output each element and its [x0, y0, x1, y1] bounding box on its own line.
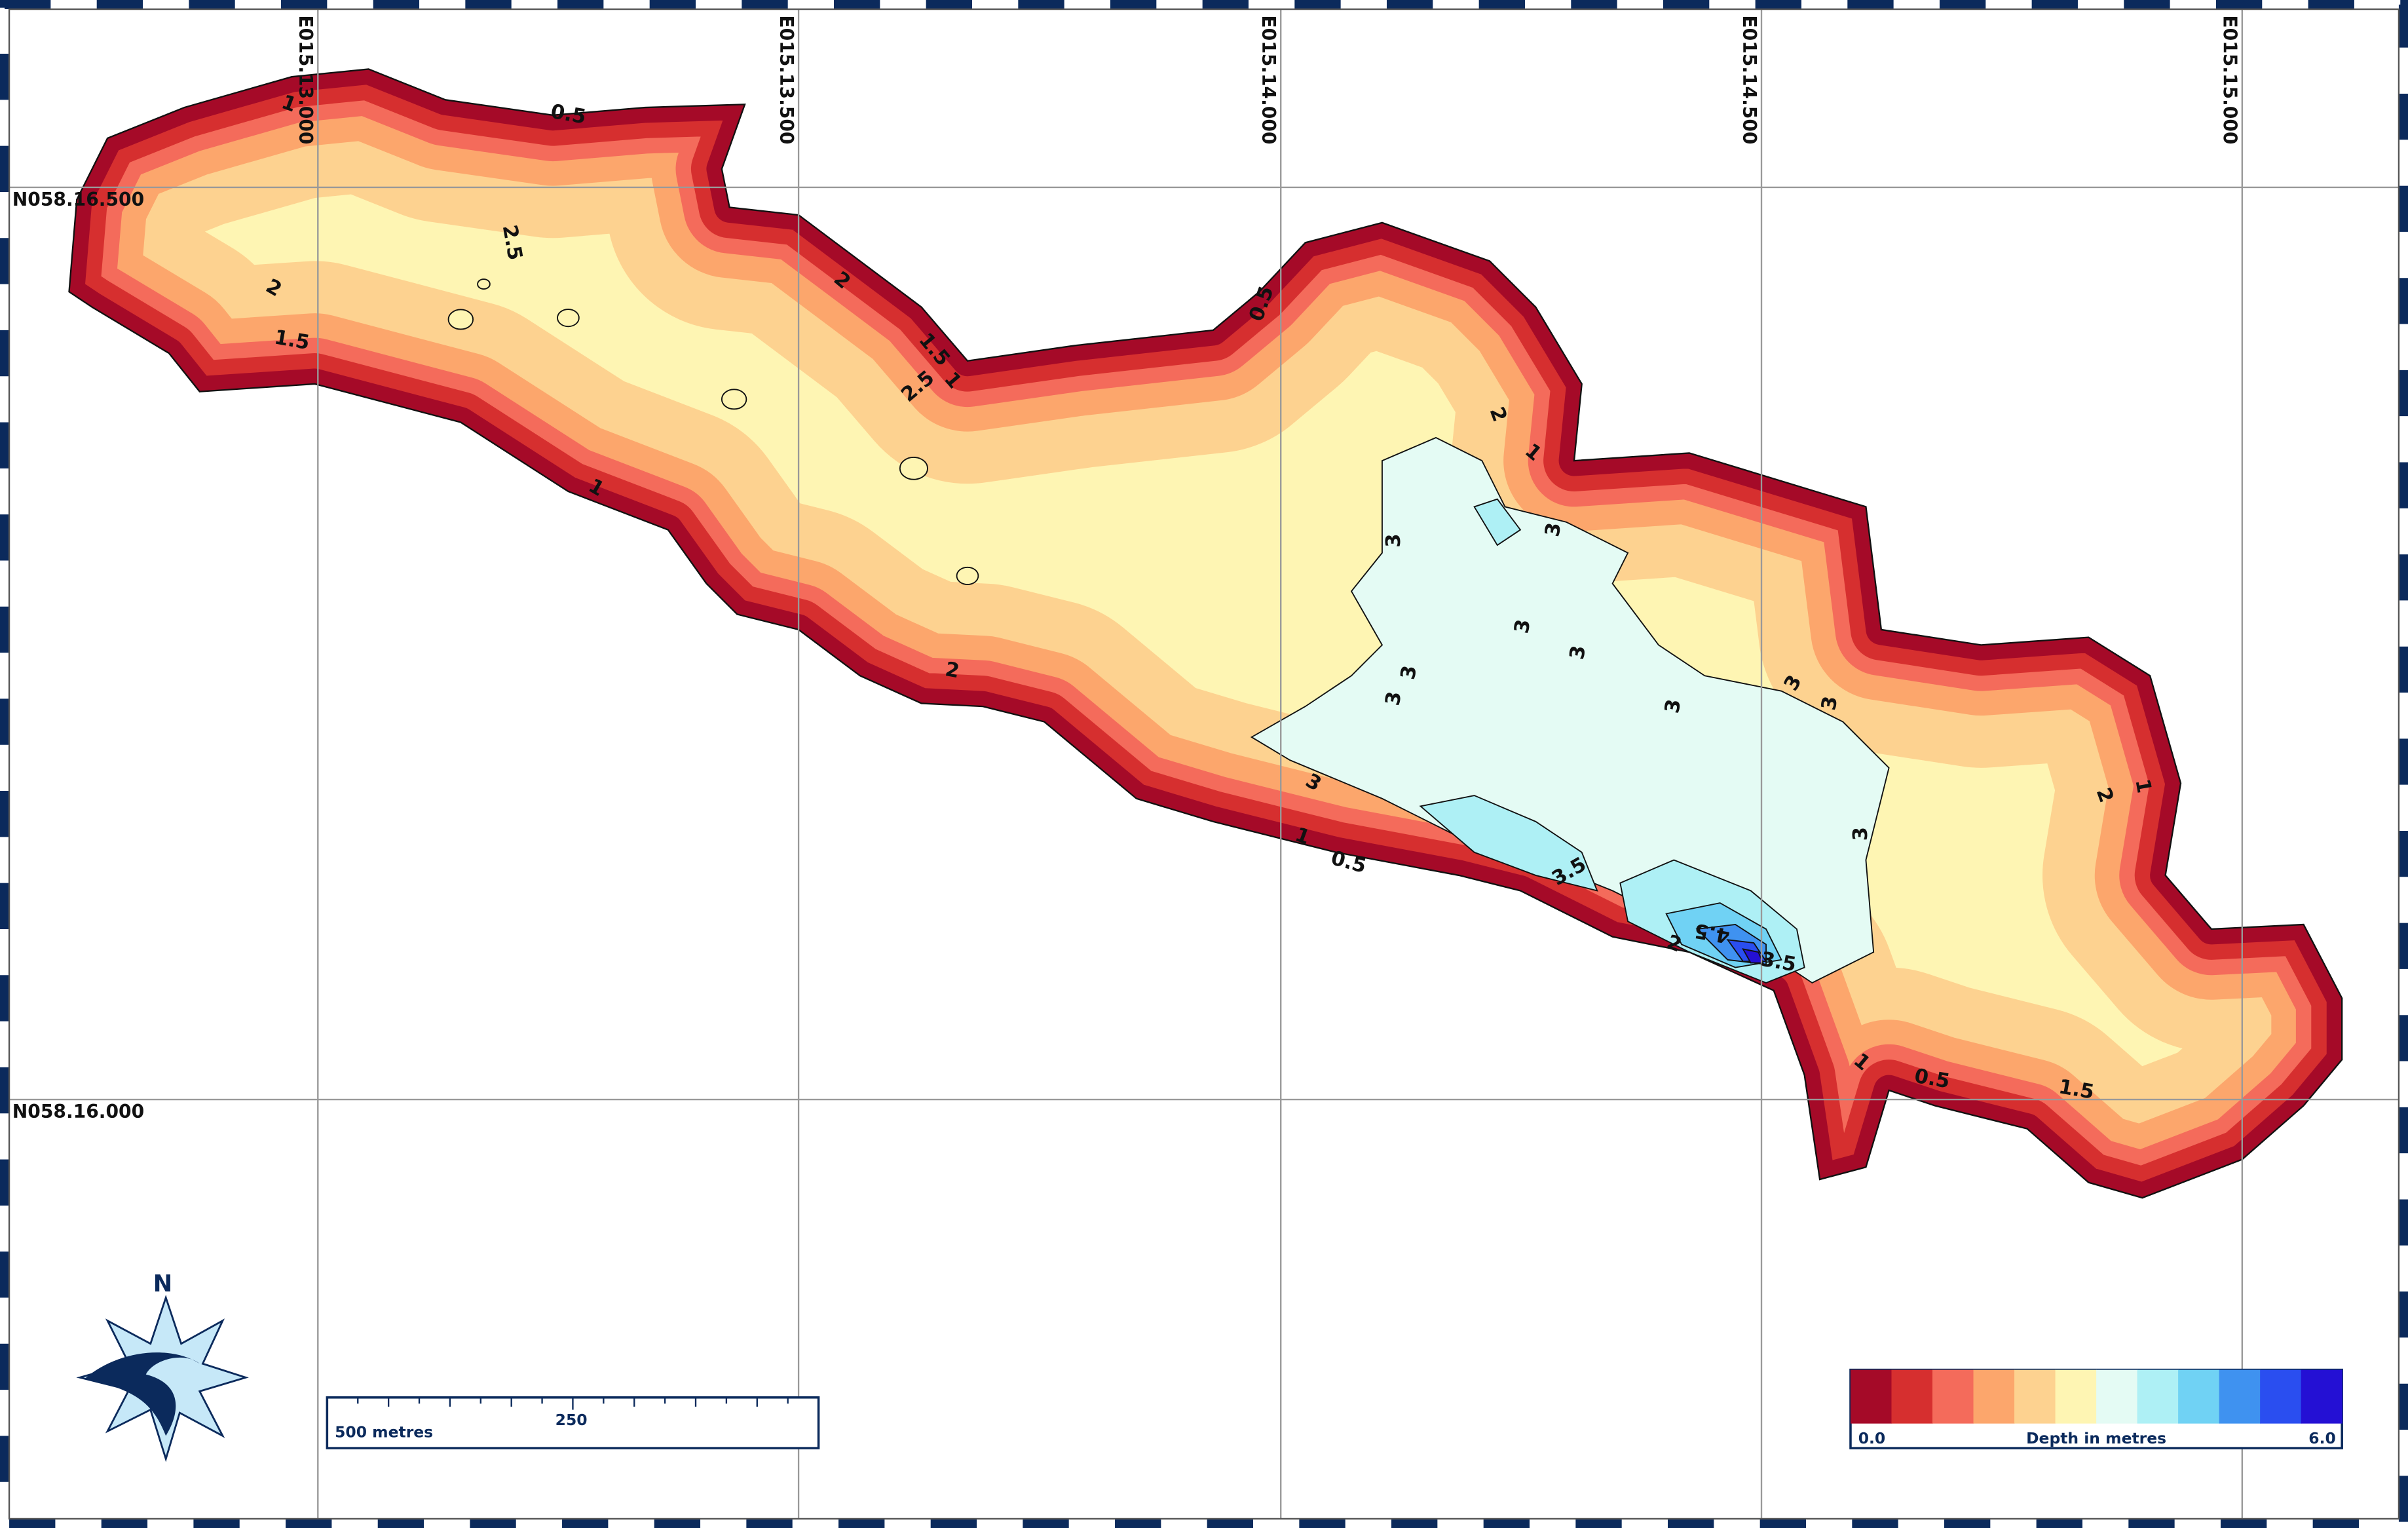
depth-zone — [1742, 948, 1764, 964]
latitude-label: N058.16.500 — [12, 189, 144, 210]
compass-rose: N — [76, 1270, 249, 1462]
legend-swatch — [2055, 1369, 2097, 1424]
legend-swatch — [2014, 1369, 2056, 1424]
depth-zone — [1419, 795, 1598, 892]
shoal — [447, 309, 474, 330]
frame-inner — [8, 8, 2400, 1520]
legend-swatch — [1973, 1369, 2015, 1424]
shoreline — [68, 68, 2343, 1199]
contour-label: 3 — [1849, 827, 1872, 841]
shoal — [557, 309, 580, 328]
contour-labels: 1 0.52.521.521.512.50.521331233333333310.… — [262, 90, 2156, 1104]
shoal — [477, 278, 491, 290]
longitude-label: E015.13.500 — [776, 15, 797, 144]
longitude-label: E015.14.000 — [1258, 15, 1279, 144]
scale-mid-label: 250 — [555, 1411, 588, 1429]
legend-swatch — [2096, 1369, 2138, 1424]
shoal — [899, 457, 928, 480]
contour-label: 3 — [1382, 533, 1405, 547]
legend-swatch — [2137, 1369, 2179, 1424]
legend: 0.0 Depth in metres 6.0 — [1849, 1368, 2343, 1449]
legend-swatch — [2178, 1369, 2220, 1424]
longitude-label: E015.15.000 — [2219, 15, 2241, 144]
lake — [69, 69, 2342, 1198]
legend-swatch — [2260, 1369, 2302, 1424]
shoal — [956, 566, 979, 585]
depth-zone — [1473, 498, 1522, 546]
longitude-label: E015.14.500 — [1739, 15, 1760, 144]
legend-swatch — [1891, 1369, 1933, 1424]
legend-min: 0.0 — [1858, 1429, 1886, 1447]
scale-bar: 500 metres 250 — [326, 1396, 820, 1449]
north-label: N — [153, 1270, 172, 1297]
depth-zone — [1250, 436, 1890, 984]
legend-swatch — [2301, 1369, 2342, 1424]
legend-max: 6.0 — [2308, 1429, 2336, 1447]
scale-left-label: 500 metres — [335, 1423, 433, 1442]
shoal — [721, 389, 747, 410]
legend-swatch — [2219, 1369, 2261, 1424]
longitude-label: E015.13.000 — [295, 15, 316, 144]
legend-swatch — [1932, 1369, 1974, 1424]
legend-title: Depth in metres — [2026, 1429, 2166, 1447]
graticule: E015.13.000 E015.13.500 E015.14.000 E015.14… — [9, 9, 2399, 1519]
legend-swatch — [1850, 1369, 1892, 1424]
latitude-label: N058.16.000 — [12, 1101, 144, 1122]
